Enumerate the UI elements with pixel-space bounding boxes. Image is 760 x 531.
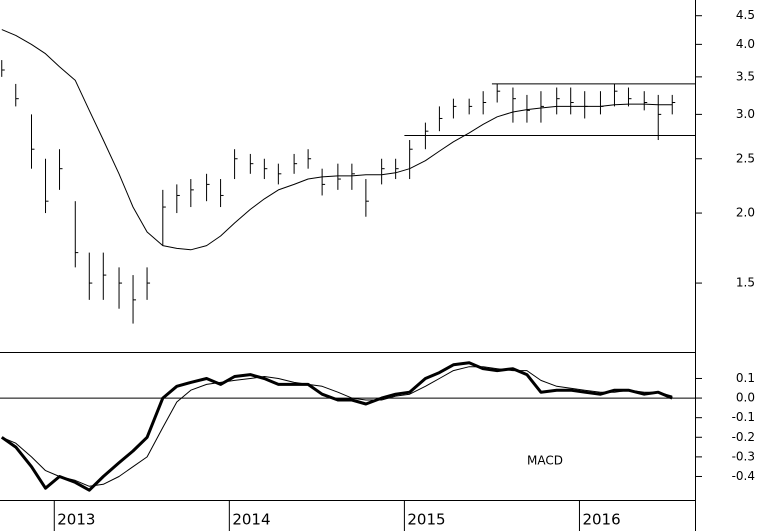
y-tick-label: 1.5 xyxy=(736,276,755,290)
y-tick-label: 2.0 xyxy=(736,206,755,220)
y-tick-label: -0.1 xyxy=(732,410,755,424)
line xyxy=(0,361,673,492)
line xyxy=(1,366,673,487)
y-tick-label: 0.0 xyxy=(736,391,755,405)
y-tick-label: -0.4 xyxy=(732,469,755,483)
y-tick-label: 3.5 xyxy=(736,69,755,83)
x-tick-label: 2013 xyxy=(57,511,95,529)
annotation: MACD xyxy=(527,454,563,468)
y-tick-label: -0.3 xyxy=(732,449,755,463)
x-tick-label: 2016 xyxy=(582,511,620,529)
y-tick-label: 2.5 xyxy=(736,151,755,165)
y-tick-label: 0.1 xyxy=(736,371,755,385)
x-tick-label: 2014 xyxy=(232,511,270,529)
y-tick-label: 3.0 xyxy=(736,107,755,121)
x-tick-label: 2015 xyxy=(407,511,445,529)
y-tick-label: -0.2 xyxy=(732,430,755,444)
line xyxy=(1,29,673,251)
y-tick-label: 4.5 xyxy=(736,8,755,22)
y-tick-label: 4.0 xyxy=(736,37,755,51)
